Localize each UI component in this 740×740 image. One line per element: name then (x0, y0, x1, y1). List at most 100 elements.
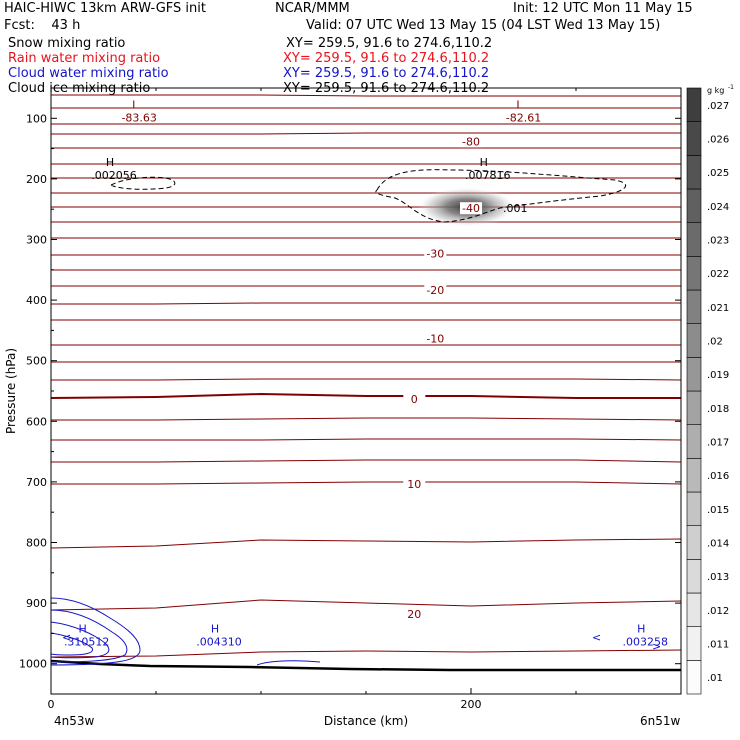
offscreen-arrow-left: < (592, 631, 601, 644)
cloud-water-contour (51, 621, 110, 659)
colorbar-swatch (686, 660, 702, 695)
y-tick-label: 400 (26, 294, 47, 307)
field-snow-xy: XY= 259.5, 91.6 to 274.6,110.2 (286, 36, 493, 51)
colorbar-label: .024 (707, 202, 729, 213)
temperature-contour-label: -10 (426, 332, 444, 345)
colorbar-swatch (686, 188, 702, 223)
temperature-contour (51, 378, 681, 381)
colorbar-label: .027 (707, 101, 729, 112)
contour-label-background (424, 332, 447, 345)
y-tick-label: 100 (26, 112, 47, 125)
colorbar-label: .022 (707, 269, 729, 280)
y-tick-label: 600 (26, 415, 47, 428)
colorbar-label: .018 (707, 404, 729, 415)
contour-label-background (403, 608, 426, 621)
y-tick-label: 800 (26, 537, 47, 550)
contour-label-background (460, 135, 482, 148)
temperature-contour (51, 417, 681, 421)
temperature-contour-label: -40 (462, 202, 480, 215)
header-fcst: Fcst: 43 h (4, 18, 81, 33)
snow-contour-label: .001 (503, 202, 528, 215)
y-tick-label: 900 (26, 597, 47, 610)
temperature-contour (51, 392, 681, 399)
y-tick-label: 700 (26, 476, 47, 489)
endpoint-right-label: 6n51w (640, 714, 681, 728)
colorbar-label: .012 (707, 606, 729, 617)
contour-label-background (403, 393, 426, 406)
extremum-type-label: L (516, 98, 523, 111)
colorbar-swatch (686, 289, 702, 324)
offscreen-arrow-right: > (652, 640, 661, 653)
colorbar-swatch (686, 559, 702, 594)
colorbar-label: .011 (707, 640, 729, 651)
extremum-value-label: .310512 (64, 635, 110, 648)
colorbar-swatch (686, 222, 702, 257)
extremum-type-label: L (132, 98, 139, 111)
extremum-type-label: H (211, 622, 219, 635)
colorbar-swatch (686, 592, 702, 627)
colorbar-swatch (686, 525, 702, 560)
field-rain-xy: XY= 259.5, 91.6 to 274.6,110.2 (283, 51, 490, 66)
y-tick-label: 300 (26, 234, 47, 247)
temperature-contour (51, 438, 681, 441)
temperature-contour (51, 459, 681, 463)
temperature-contour-label: 0 (411, 393, 418, 406)
y-tick-label: 500 (26, 355, 47, 368)
contour-label-background (424, 284, 447, 297)
x-axis-label: Distance (km) (324, 714, 408, 728)
contour-layer (51, 94, 681, 672)
cloud-water-contour (51, 632, 94, 656)
colorbar-label: .026 (707, 135, 729, 146)
contour-label-background (403, 477, 426, 490)
extremum-value-label: .002056 (91, 169, 137, 182)
snow-contour (110, 176, 176, 190)
terrain-line (51, 659, 681, 672)
colorbar-swatch (686, 458, 702, 493)
colorbar-label: .015 (707, 505, 729, 516)
colorbar-swatch (686, 626, 702, 661)
colorbar-label: .021 (707, 303, 729, 314)
colorbar: .01 .011 .012 .013 .014 .015 .016 .017 .018 .019.… (686, 84, 734, 695)
overlay-layer: -80-40-30-20-1001020.001L-83.63L-82.61H.… (62, 98, 668, 653)
cloud-water-contour (51, 609, 128, 663)
cloud-water-contour (51, 597, 141, 666)
header-center: NCAR/MMM (275, 1, 350, 16)
extremum-type-label: H (637, 622, 645, 635)
temperature-contour (51, 132, 681, 135)
colorbar-unit-exponent: -1 (728, 84, 734, 91)
temperature-contour (51, 481, 681, 485)
temperature-contour (51, 649, 681, 658)
temperature-contour (51, 94, 681, 97)
colorbar-swatch (686, 491, 702, 526)
contour-label-background (460, 202, 482, 215)
offscreen-arrow-left: < (62, 631, 71, 644)
field-cloudwater-name: Cloud water mixing ratio (8, 66, 169, 81)
colorbar-label: .025 (707, 168, 729, 179)
colorbar-label: .014 (707, 539, 729, 550)
colorbar-swatch (686, 155, 702, 190)
colorbar-swatch (686, 256, 702, 291)
temperature-contour-label: -80 (462, 136, 480, 149)
temperature-contour-label: -20 (426, 284, 444, 297)
endpoint-left-label: 4n53w (54, 714, 95, 728)
field-cloudwater-xy: XY= 259.5, 91.6 to 274.6,110.2 (283, 66, 490, 81)
temperature-contour-label: 10 (407, 478, 421, 491)
extremum-value-label: .003258 (623, 635, 669, 648)
x-tick-label: 0 (48, 698, 55, 711)
colorbar-label: .01 (707, 673, 723, 684)
colorbar-label: .02 (707, 337, 723, 348)
colorbar-label: .017 (707, 438, 729, 449)
temperature-contour-label: -30 (426, 248, 444, 261)
temperature-contour-label: 20 (407, 608, 421, 621)
header-init: Init: 12 UTC Mon 11 May 15 (513, 1, 693, 16)
extremum-type-label: H (480, 156, 488, 169)
field-rain-name: Rain water mixing ratio (8, 51, 161, 66)
colorbar-swatch (686, 390, 702, 425)
colorbar-swatch (686, 424, 702, 459)
extremum-value-label: -83.63 (121, 111, 156, 124)
y-tick-label: 200 (26, 173, 47, 186)
temperature-contour (51, 538, 681, 549)
field-snow-name: Snow mixing ratio (8, 36, 126, 51)
